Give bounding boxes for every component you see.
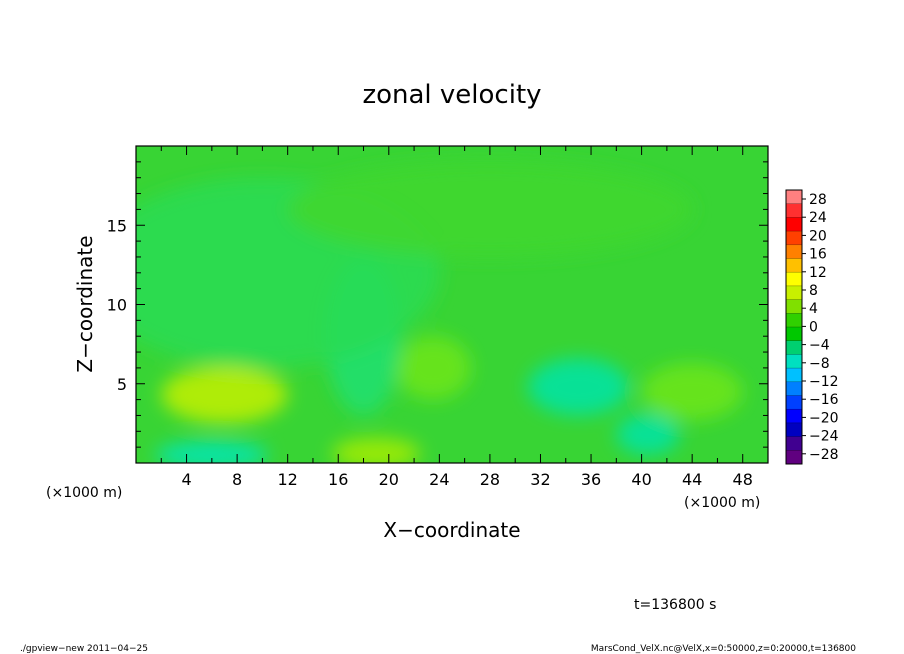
- colorbar-swatch: [786, 285, 802, 300]
- x-unit-right: (×1000 m): [684, 495, 760, 511]
- colorbar-label: −24: [809, 429, 839, 445]
- x-tick-label: 16: [328, 470, 348, 489]
- time-label: t=136800 s: [634, 597, 716, 613]
- colorbar-swatch: [786, 217, 802, 232]
- field-feature-3: [154, 440, 269, 463]
- x-unit-left: (×1000 m): [46, 485, 122, 501]
- colorbar-swatch: [786, 409, 802, 424]
- colorbar-swatch: [786, 422, 802, 437]
- colorbar-swatch: [786, 313, 802, 328]
- x-tick-label: 24: [429, 470, 449, 489]
- colorbar-swatch: [786, 340, 802, 355]
- x-tick-label: 48: [733, 470, 753, 489]
- y-tick-label: 15: [107, 216, 127, 235]
- x-tick-label: 36: [581, 470, 601, 489]
- x-tick-label: 40: [631, 470, 651, 489]
- colorbar-label: 20: [809, 228, 827, 244]
- colorbar-label: −12: [809, 374, 839, 390]
- colorbar-label: 12: [809, 265, 827, 281]
- field-feature-1: [331, 437, 421, 463]
- colorbar-label: 24: [809, 210, 827, 226]
- x-tick-label: 4: [181, 470, 191, 489]
- x-axis-label: X−coordinate: [383, 518, 520, 542]
- y-axis-label: Z−coordinate: [73, 235, 97, 372]
- x-tick-label: 20: [379, 470, 399, 489]
- x-tick-label: 44: [682, 470, 702, 489]
- colorbar-swatch: [786, 368, 802, 383]
- colorbar-swatch: [786, 395, 802, 410]
- colorbar-label: 16: [809, 247, 827, 263]
- colorbar-label: −28: [809, 447, 839, 463]
- field-feature-9: [287, 161, 693, 257]
- y-tick-label: 10: [107, 296, 127, 315]
- x-tick-label: 12: [278, 470, 298, 489]
- colorbar-swatch: [786, 327, 802, 342]
- colorbar-ticks: 28 24 20 16 12 8 4 0 −4 −8 −12 −16 −20 −24 −28: [802, 192, 839, 463]
- colorbar-swatch: [786, 299, 802, 314]
- colorbar-swatch: [786, 354, 802, 369]
- colorbar-swatch: [786, 272, 802, 287]
- plot-features: [136, 161, 743, 463]
- x-tick-label: 28: [480, 470, 500, 489]
- colorbar-swatch: [786, 381, 802, 396]
- colorbar-swatch: [786, 231, 802, 246]
- x-ticks: 4 8 12 16 20 24 28 32 36 40 44 48: [160, 146, 753, 489]
- colorbar-label: 28: [809, 192, 827, 208]
- colorbar-swatch: [786, 203, 802, 218]
- field-feature-4: [527, 358, 629, 416]
- field-feature-5: [616, 413, 680, 456]
- colorbar-label: −16: [809, 392, 839, 408]
- colorbar-label: −8: [809, 356, 830, 372]
- chart-title: zonal velocity: [362, 80, 541, 110]
- colorbar-label: −20: [809, 410, 839, 426]
- field-feature-0: [161, 366, 288, 424]
- colorbar-swatch: [786, 190, 802, 205]
- y-tick-label: 5: [117, 375, 127, 394]
- colorbar-label: 4: [809, 301, 818, 317]
- footer-right: MarsCond_VelX.nc@VelX,x=0:50000,z=0:2000…: [591, 644, 856, 654]
- field-feature-8: [641, 363, 743, 421]
- colorbar-swatch: [786, 258, 802, 273]
- y-ticks: 5 10 15: [107, 161, 768, 448]
- footer-left: ./gpview−new 2011−04−25: [20, 644, 148, 654]
- colorbar-swatch: [786, 244, 802, 259]
- field-feature-2: [395, 336, 471, 400]
- colorbar-swatch: [786, 436, 802, 451]
- x-tick-label: 32: [530, 470, 550, 489]
- colorbar-label: 8: [809, 283, 818, 299]
- colorbar: [785, 189, 803, 465]
- colorbar-swatch: [786, 450, 802, 465]
- x-tick-label: 8: [232, 470, 242, 489]
- colorbar-label: 0: [809, 319, 818, 335]
- colorbar-label: −4: [809, 338, 830, 354]
